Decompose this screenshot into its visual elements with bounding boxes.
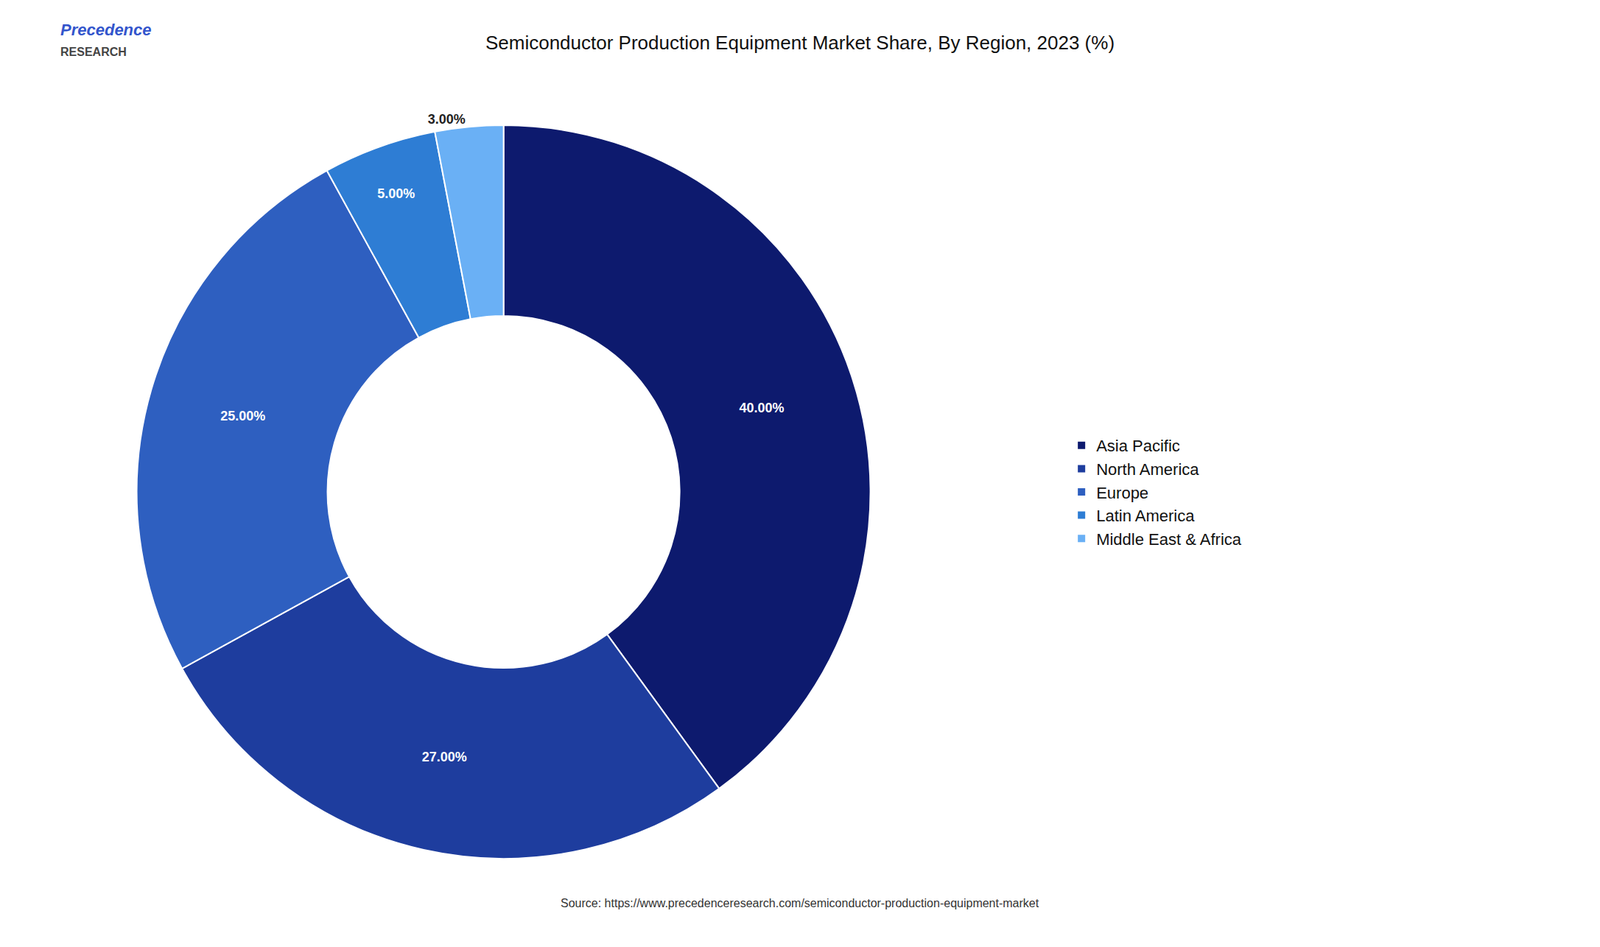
svg-text:Europe: Europe bbox=[1096, 483, 1149, 503]
svg-text:5.00%: 5.00% bbox=[377, 186, 415, 202]
svg-text:Latin America: Latin America bbox=[1096, 506, 1195, 526]
svg-text:Semiconductor Production Equip: Semiconductor Production Equipment Marke… bbox=[485, 31, 1115, 54]
svg-text:25.00%: 25.00% bbox=[220, 408, 266, 424]
svg-text:3.00%: 3.00% bbox=[427, 111, 466, 127]
svg-text:40.00%: 40.00% bbox=[739, 400, 785, 416]
svg-text:Middle East & Africa: Middle East & Africa bbox=[1096, 530, 1242, 549]
svg-text:Source: https://www.precedence: Source: https://www.precedenceresearch.c… bbox=[560, 897, 1040, 910]
svg-text:North America: North America bbox=[1096, 460, 1200, 479]
svg-text:RESEARCH: RESEARCH bbox=[60, 45, 127, 59]
svg-text:Precedence: Precedence bbox=[60, 20, 152, 40]
svg-text:Asia Pacific: Asia Pacific bbox=[1096, 436, 1181, 456]
svg-text:27.00%: 27.00% bbox=[422, 749, 468, 765]
